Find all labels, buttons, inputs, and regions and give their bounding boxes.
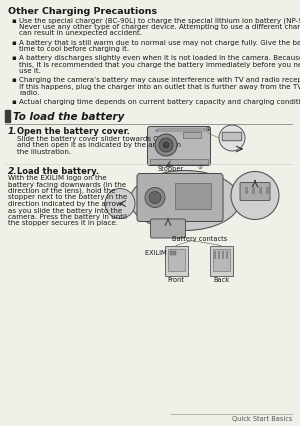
Text: A battery that is still warm due to normal use may not charge fully. Give the ba: A battery that is still warm due to norm… — [19, 40, 300, 46]
Circle shape — [219, 125, 245, 151]
Circle shape — [231, 172, 279, 219]
Circle shape — [155, 134, 177, 156]
Circle shape — [159, 138, 173, 152]
Bar — [175, 182, 211, 208]
Ellipse shape — [130, 170, 240, 230]
Bar — [214, 250, 216, 259]
Text: EXILIM logo: EXILIM logo — [145, 250, 183, 256]
Text: time to cool before charging it.: time to cool before charging it. — [19, 46, 129, 52]
Text: With the EXILIM logo on the: With the EXILIM logo on the — [8, 175, 106, 181]
Bar — [183, 132, 201, 138]
Text: ▪: ▪ — [11, 55, 16, 61]
Text: the stopper secures it in place.: the stopper secures it in place. — [8, 221, 118, 227]
Text: Other Charging Precautions: Other Charging Precautions — [8, 7, 157, 16]
Text: Stopper: Stopper — [158, 167, 184, 173]
Polygon shape — [156, 129, 210, 131]
Text: can result in unexpected accident.: can result in unexpected accident. — [19, 31, 142, 37]
Text: ①: ① — [206, 127, 211, 132]
Text: ②: ② — [198, 165, 203, 170]
Text: Front: Front — [168, 277, 184, 283]
Bar — [168, 248, 185, 271]
Bar — [210, 245, 233, 276]
Text: OPEN: OPEN — [223, 129, 234, 133]
FancyBboxPatch shape — [222, 132, 242, 141]
Text: use it.: use it. — [19, 68, 41, 74]
Text: Slide the battery cover slider towards OPEN: Slide the battery cover slider towards O… — [17, 135, 173, 141]
Bar — [165, 245, 188, 276]
Bar — [150, 159, 208, 164]
Text: LOCK: LOCK — [233, 129, 243, 133]
Bar — [252, 187, 255, 193]
Bar — [259, 187, 262, 193]
Bar — [170, 250, 176, 254]
Text: and then open it as indicated by the arrows in: and then open it as indicated by the arr… — [17, 142, 181, 148]
Text: Never use any other type of charger device. Attempting to use a different charge: Never use any other type of charger devi… — [19, 24, 300, 30]
Text: Quick Start Basics: Quick Start Basics — [232, 415, 292, 421]
Text: radio.: radio. — [19, 90, 39, 96]
Text: ▪: ▪ — [11, 100, 16, 106]
Bar — [213, 248, 230, 271]
FancyBboxPatch shape — [151, 219, 185, 238]
Bar — [226, 250, 228, 259]
Circle shape — [105, 188, 135, 219]
Text: Charging the camera’s battery may cause interference with TV and radio reception: Charging the camera’s battery may cause … — [19, 77, 300, 83]
Text: camera. Press the battery in until: camera. Press the battery in until — [8, 214, 127, 220]
Text: battery facing downwards (in the: battery facing downwards (in the — [8, 181, 126, 188]
Text: ▪: ▪ — [11, 18, 16, 24]
Text: direction of the lens), hold the: direction of the lens), hold the — [8, 188, 115, 195]
Text: direction indicated by the arrow: direction indicated by the arrow — [8, 201, 122, 207]
Bar — [218, 250, 220, 259]
Bar — [5, 110, 10, 122]
Text: 1.: 1. — [8, 127, 18, 136]
Circle shape — [163, 142, 169, 148]
Bar — [266, 187, 269, 193]
Text: the illustration.: the illustration. — [17, 149, 71, 155]
Text: Open the battery cover.: Open the battery cover. — [17, 127, 130, 136]
Text: Actual charging time depends on current battery capacity and charging conditions: Actual charging time depends on current … — [19, 99, 300, 105]
Text: ▪: ▪ — [11, 40, 16, 46]
Circle shape — [149, 192, 161, 204]
FancyBboxPatch shape — [148, 127, 211, 165]
Text: Use the special charger (BC-90L) to charge the special lithium ion battery (NP-9: Use the special charger (BC-90L) to char… — [19, 17, 300, 24]
Text: stopper next to the battery in the: stopper next to the battery in the — [8, 195, 127, 201]
FancyBboxPatch shape — [137, 173, 223, 222]
Text: this, it is recommended that you charge the battery immediately before you need : this, it is recommended that you charge … — [19, 61, 300, 67]
Text: A battery discharges slightly even when it is not loaded in the camera. Because : A battery discharges slightly even when … — [19, 55, 300, 61]
Bar — [222, 250, 224, 259]
Text: Load the battery.: Load the battery. — [17, 167, 99, 176]
Circle shape — [145, 187, 165, 207]
Text: as you slide the battery into the: as you slide the battery into the — [8, 207, 122, 213]
Text: 2.: 2. — [8, 167, 18, 176]
Text: ▪: ▪ — [11, 78, 16, 83]
Bar — [245, 187, 248, 193]
Text: To load the battery: To load the battery — [13, 112, 124, 121]
Text: Battery contacts: Battery contacts — [172, 236, 227, 242]
FancyBboxPatch shape — [240, 182, 270, 201]
Text: Back: Back — [213, 277, 229, 283]
Text: If this happens, plug the charger into an outlet that is further away from the T: If this happens, plug the charger into a… — [19, 83, 300, 89]
